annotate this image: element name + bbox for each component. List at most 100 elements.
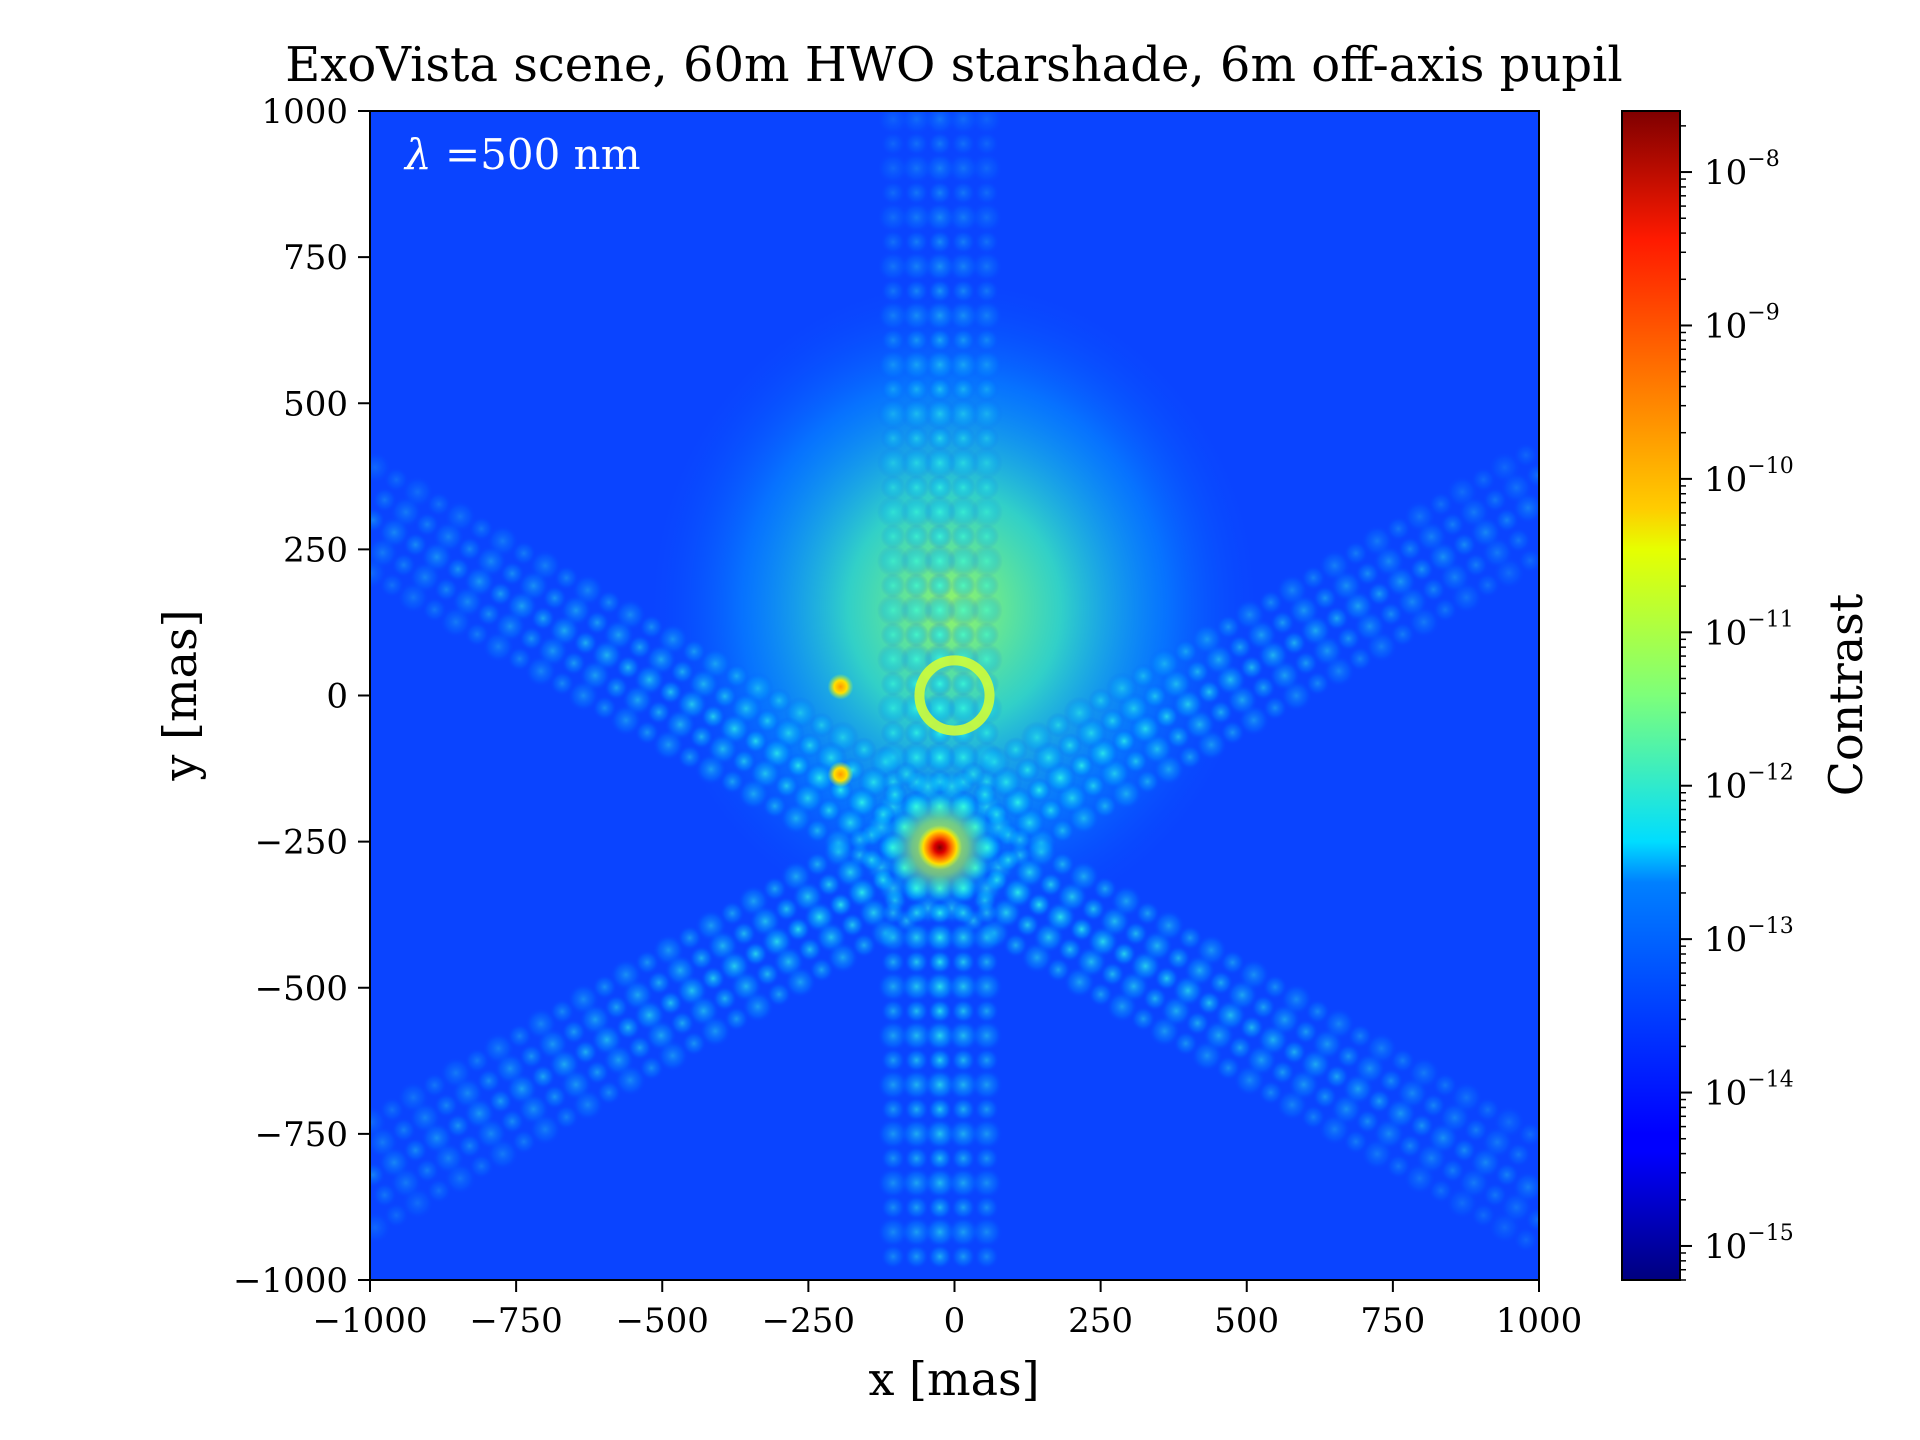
wavelength-annotation: λ =500 nm (403, 130, 641, 179)
speckle (880, 900, 906, 926)
speckle (1450, 1081, 1483, 1114)
speckle (876, 250, 910, 283)
speckle (880, 1145, 906, 1172)
speckle (923, 495, 957, 529)
speckle (970, 495, 1003, 529)
speckle (947, 1166, 980, 1200)
speckle (401, 1186, 434, 1220)
speckle (903, 720, 930, 746)
petal-arms (370, 111, 1539, 1270)
x-tick-label: −1000 (312, 1301, 427, 1341)
colorbar-ticks: 10−8 10−9 10−10 10−11 10−12 10−13 10−14 10−15 (1680, 125, 1794, 1281)
speckle (903, 1096, 930, 1122)
speckle (903, 1194, 930, 1221)
speckle (923, 1215, 957, 1249)
speckle (923, 921, 957, 954)
speckle (970, 1166, 1003, 1200)
speckle (927, 1194, 953, 1221)
speckle (950, 671, 976, 697)
planet-source (827, 761, 854, 788)
y-tick-label: −750 (255, 1115, 348, 1155)
x-tick-label: −250 (762, 1301, 855, 1341)
speckle (947, 1019, 980, 1052)
speckle (880, 425, 906, 451)
colorbar-tick-label: 10−8 (1704, 147, 1780, 193)
speckle (947, 970, 980, 1003)
speckle (900, 495, 933, 529)
speckle (903, 425, 930, 451)
speckle (950, 998, 976, 1024)
speckle (950, 1096, 976, 1122)
speckle (950, 327, 976, 353)
speckle (903, 131, 930, 157)
speckle (927, 327, 953, 353)
speckle (950, 474, 976, 501)
speckle (1322, 1007, 1356, 1041)
speckle (927, 1145, 953, 1172)
speckle (880, 1244, 906, 1270)
speckle (903, 573, 930, 599)
speckle (923, 152, 957, 185)
speckle (903, 278, 930, 304)
speckle (923, 970, 957, 1003)
central-ring (914, 655, 995, 736)
speckle (880, 327, 906, 353)
speckle (947, 692, 980, 725)
speckle (974, 376, 1000, 402)
speckle (876, 495, 910, 529)
speckle (970, 1215, 1003, 1249)
speckle (947, 1215, 980, 1249)
y-tick-label: −500 (255, 969, 348, 1009)
speckle (876, 1019, 910, 1052)
speckle (947, 397, 980, 430)
speckle (1488, 451, 1521, 484)
speckle (970, 152, 1003, 185)
speckle (397, 581, 430, 614)
speckle (923, 544, 957, 578)
speckle (923, 1019, 957, 1052)
speckle (903, 998, 930, 1024)
speckle (927, 278, 953, 304)
speckle (482, 630, 515, 663)
speckle (903, 900, 930, 926)
speckle (974, 131, 1000, 157)
speckle (947, 152, 980, 185)
speckle (927, 523, 953, 550)
speckle (974, 474, 1000, 501)
speckle (826, 941, 859, 974)
wavelength-text: =500 nm (432, 130, 641, 179)
speckle (950, 1145, 976, 1172)
speckle (1152, 909, 1185, 942)
speckle (900, 397, 933, 430)
speckle (927, 474, 953, 501)
speckle (900, 250, 933, 283)
speckle (372, 1182, 398, 1208)
speckle (567, 679, 600, 712)
x-tick-label: 1000 (1496, 1301, 1583, 1341)
sources (827, 673, 996, 903)
speckle (656, 1039, 689, 1072)
speckle (947, 201, 980, 234)
speckle (1365, 1032, 1398, 1065)
speckle (876, 692, 910, 725)
speckle (903, 229, 930, 255)
speckle (372, 487, 398, 513)
colorbar-tick-label: 10−15 (1704, 1221, 1794, 1267)
speckle (439, 605, 473, 639)
speckle (876, 643, 910, 676)
speckle (1517, 548, 1539, 574)
speckle (524, 654, 558, 688)
speckle (927, 376, 953, 402)
speckle (974, 1047, 1000, 1073)
y-tick-label: −1000 (233, 1261, 348, 1301)
speckle (900, 152, 933, 185)
speckle (1105, 672, 1139, 705)
speckle (900, 1117, 933, 1151)
speckle (927, 1047, 953, 1073)
colorbar-label: Contrast (1819, 593, 1873, 796)
speckle (876, 544, 910, 578)
speckle (876, 1166, 910, 1200)
speckle (1025, 835, 1058, 869)
colorbar-tick-label: 10−14 (1704, 1068, 1794, 1114)
